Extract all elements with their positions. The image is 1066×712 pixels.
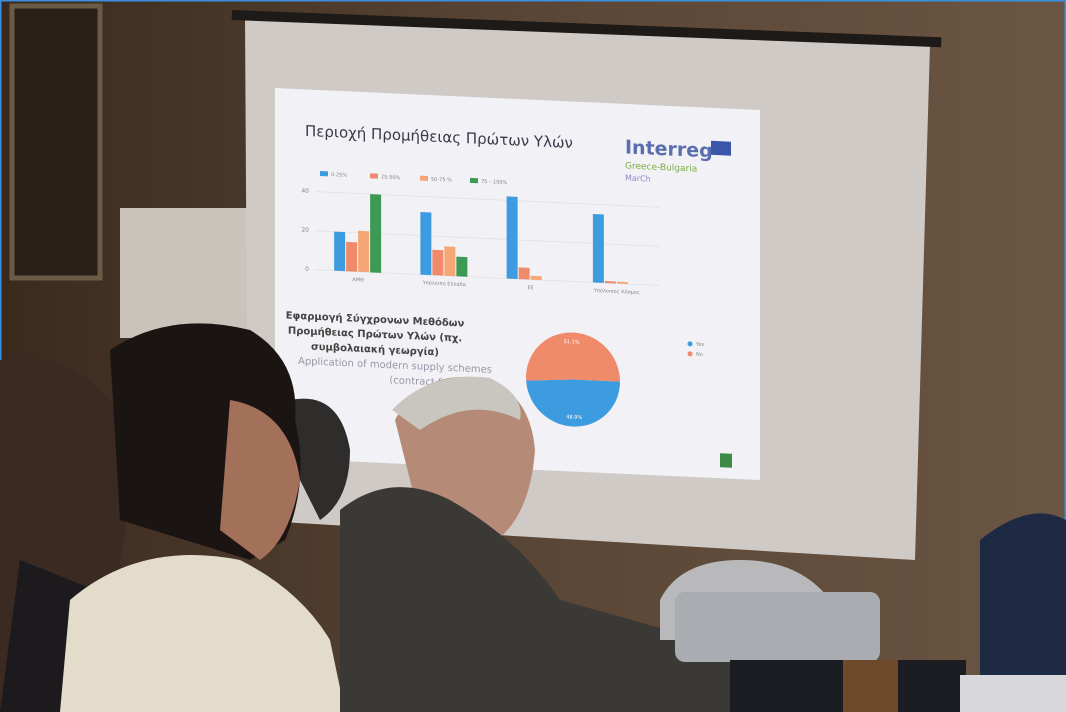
legend-label: 25-50% [381,174,401,181]
whiteboard [120,208,250,338]
bar [444,246,455,276]
wall-picture [12,6,100,278]
legend-swatch [470,178,478,183]
bar [420,212,431,275]
y-tick-label: 0 [305,266,309,273]
slide-icon [720,453,732,468]
bar [531,276,542,280]
y-tick-label: 20 [301,227,309,234]
bar [507,196,518,279]
cup [843,660,898,712]
x-tick-label: ΕΕ [527,285,533,291]
bar [334,232,345,272]
y-tick-label: 40 [301,187,309,194]
bar [346,242,357,272]
bar [358,231,369,273]
legend-label: 0-25% [331,172,347,179]
pie-value-label: 48.9% [566,414,582,421]
bar [456,257,467,277]
photo: Περιοχή Προμήθειας Πρώτων Υλών Interreg … [0,0,1066,712]
projector [675,592,880,662]
x-tick-label: ΑΜΘ [352,277,364,284]
pie-value-label: 51.1% [564,339,580,346]
bar [519,267,530,279]
legend-swatch [320,171,328,176]
person-right [980,513,1066,700]
eu-flag [711,141,731,156]
logo-project: MarCh [625,173,651,183]
legend-label: Yes [695,342,704,348]
legend-swatch [370,173,378,178]
legend-label: 75 – 100% [481,179,508,186]
legend-label: No [696,352,703,358]
bar [593,214,604,283]
legend-label: 50-75 % [431,177,452,184]
papers [960,675,1066,712]
bar [432,250,443,276]
bar [370,194,381,273]
legend-swatch [420,176,428,181]
logo: Interreg [625,136,713,162]
